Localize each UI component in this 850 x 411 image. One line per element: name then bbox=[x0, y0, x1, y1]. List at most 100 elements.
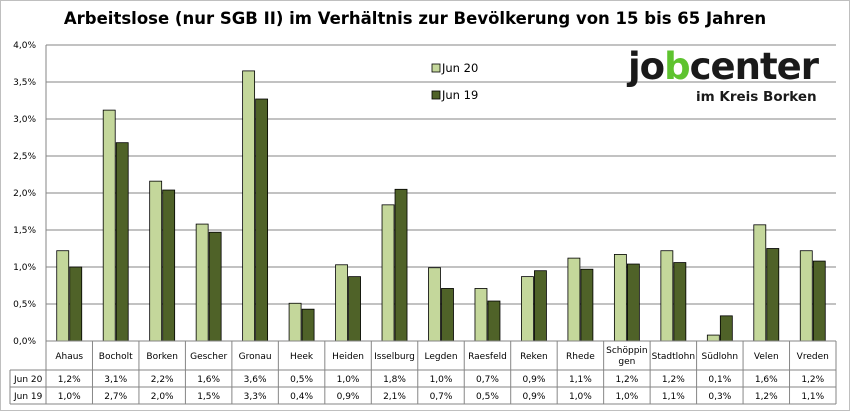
table-cell: 0,5% bbox=[290, 375, 313, 385]
table-cell: 1,0% bbox=[58, 392, 81, 402]
table-cell: 1,6% bbox=[197, 375, 220, 385]
legend: Jun 20 Jun 19 bbox=[431, 61, 478, 102]
category-label: Gescher bbox=[190, 352, 227, 362]
bar-jun-20 bbox=[428, 267, 441, 342]
jobcenter-logo: jobcenter im Kreis Borken bbox=[628, 48, 828, 108]
table-cell: 0,9% bbox=[523, 392, 546, 402]
y-tick-label: 4,0% bbox=[13, 41, 36, 51]
legend-label: Jun 19 bbox=[441, 88, 478, 102]
table-cell: 1,0% bbox=[430, 375, 453, 385]
category-label: Bocholt bbox=[99, 352, 133, 362]
legend-label: Jun 20 bbox=[441, 61, 478, 75]
bar-jun-20 bbox=[381, 204, 395, 342]
table-cell: 1,2% bbox=[615, 375, 638, 385]
bar-jun-20 bbox=[706, 334, 720, 342]
category-label: Ahaus bbox=[55, 352, 83, 362]
bar-jun-19 bbox=[441, 288, 454, 342]
bar-jun-19 bbox=[255, 98, 269, 342]
bar-jun-20 bbox=[753, 224, 767, 342]
logo-text-center: center bbox=[689, 45, 819, 88]
y-tick-label: 3,5% bbox=[13, 78, 36, 88]
bar-jun-20 bbox=[521, 276, 534, 342]
bar-jun-19 bbox=[69, 266, 83, 342]
table-cell: 0,3% bbox=[708, 392, 731, 402]
bar-jun-19 bbox=[626, 263, 640, 342]
gridlines bbox=[46, 44, 836, 305]
bar-jun-20 bbox=[799, 250, 813, 342]
legend-swatch bbox=[431, 90, 441, 100]
category-label: Heek bbox=[290, 352, 314, 362]
category-label: gen bbox=[618, 357, 635, 367]
table-cell: 0,4% bbox=[290, 392, 313, 402]
table-cell: 0,7% bbox=[430, 392, 453, 402]
bar-jun-19 bbox=[394, 188, 408, 342]
legend-swatch bbox=[431, 63, 441, 73]
table-cell: 2,2% bbox=[151, 375, 174, 385]
logo-text-jo: jo bbox=[628, 45, 665, 88]
table-cell: 3,6% bbox=[244, 375, 267, 385]
category-label: Heiden bbox=[332, 352, 364, 362]
bar-jun-19 bbox=[348, 276, 361, 342]
category-label: Velen bbox=[754, 352, 779, 362]
category-label: Isselburg bbox=[374, 352, 415, 362]
table-cell: 0,1% bbox=[708, 375, 731, 385]
y-tick-label: 3,0% bbox=[13, 115, 36, 125]
table-cell: 0,9% bbox=[523, 375, 546, 385]
table-cell: 1,2% bbox=[662, 375, 685, 385]
axes: 0,0% 0,5% 1,0% 1,5% 2,0% 2,5% 3,0% 3,5% 4,0% bbox=[13, 41, 836, 347]
category-label: Vreden bbox=[797, 352, 829, 362]
category-label: Südlohn bbox=[702, 352, 739, 362]
y-tick-label: 1,5% bbox=[13, 226, 36, 236]
bar-jun-20 bbox=[242, 70, 256, 342]
table-cell: 1,6% bbox=[755, 375, 778, 385]
category-label: Raesfeld bbox=[468, 352, 507, 362]
category-label: Gronau bbox=[239, 352, 272, 362]
table-cell: 1,2% bbox=[58, 375, 81, 385]
table-cell: 1,5% bbox=[197, 392, 220, 402]
bar-jun-19 bbox=[162, 189, 176, 342]
table-cell: 3,1% bbox=[104, 375, 127, 385]
bar-jun-19 bbox=[719, 315, 733, 342]
table-cell: 1,1% bbox=[569, 375, 592, 385]
category-label: Stadtlohn bbox=[652, 352, 695, 362]
y-tick-label: 0,0% bbox=[13, 337, 36, 347]
bar-jun-20 bbox=[195, 223, 209, 342]
bar-jun-19 bbox=[208, 231, 222, 342]
table-cell: 3,3% bbox=[244, 392, 267, 402]
bar-jun-20 bbox=[567, 257, 581, 342]
y-tick-label: 2,0% bbox=[13, 189, 36, 199]
logo-wordmark: jobcenter bbox=[628, 45, 819, 88]
bar-jun-20 bbox=[660, 250, 674, 342]
y-tick-label: 2,5% bbox=[13, 152, 36, 162]
chart-title: Arbeitslose (nur SGB II) im Verhältnis z… bbox=[63, 9, 767, 28]
y-tick-label: 0,5% bbox=[13, 300, 36, 310]
bar-jun-19 bbox=[673, 262, 687, 342]
table-cell: 1,0% bbox=[569, 392, 592, 402]
table-series-name: Jun 20 bbox=[13, 375, 43, 385]
table-cell: 1,2% bbox=[801, 375, 824, 385]
logo-subtitle: im Kreis Borken bbox=[696, 89, 817, 105]
table-cell: 0,7% bbox=[476, 375, 499, 385]
bar-jun-19 bbox=[766, 248, 780, 342]
bar-jun-20 bbox=[613, 254, 627, 342]
y-tick-label: 1,0% bbox=[13, 263, 36, 273]
table-cell: 1,8% bbox=[383, 375, 406, 385]
table-cell: 1,0% bbox=[615, 392, 638, 402]
table-cell: 2,7% bbox=[104, 392, 127, 402]
bar-jun-20 bbox=[102, 109, 116, 342]
bar-jun-19 bbox=[487, 300, 501, 342]
bar-jun-20 bbox=[56, 250, 70, 342]
table-cell: 1,1% bbox=[801, 392, 824, 402]
bar-jun-19 bbox=[301, 308, 315, 342]
category-label: Rhede bbox=[566, 352, 595, 362]
table-cell: 1,1% bbox=[662, 392, 685, 402]
category-label: Schöppin bbox=[606, 346, 648, 356]
category-label: Reken bbox=[520, 352, 548, 362]
bar-jun-20 bbox=[335, 264, 348, 342]
bar-jun-20 bbox=[288, 302, 302, 342]
table-series-name: Jun 19 bbox=[13, 392, 43, 402]
table-cell: 2,0% bbox=[151, 392, 174, 402]
bar-jun-19 bbox=[580, 268, 594, 342]
table-cell: 2,1% bbox=[383, 392, 406, 402]
